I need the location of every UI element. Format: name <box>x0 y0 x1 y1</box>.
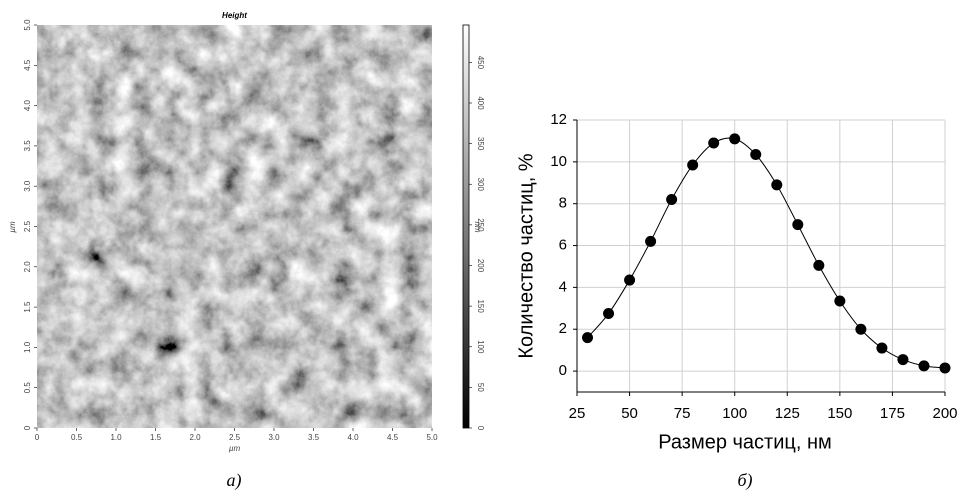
data-point <box>708 137 720 149</box>
data-point <box>939 362 951 374</box>
y-tick-label: 3.0 <box>23 180 32 192</box>
y-tick-label: 0.5 <box>23 382 32 394</box>
y-tick-label: 4.0 <box>23 99 32 111</box>
y-tick-label: 2.0 <box>23 261 32 273</box>
x-tick-label: 3.0 <box>268 433 280 442</box>
y-tick-label: 6 <box>559 237 567 254</box>
y-tick-label: 4 <box>559 278 567 295</box>
colorbar-tick-label: 450 <box>476 56 485 70</box>
x-tick-label: 1.5 <box>150 433 162 442</box>
x-tick-label: 0.5 <box>71 433 83 442</box>
x-tick-label: 150 <box>827 405 852 422</box>
data-point <box>687 159 699 171</box>
x-tick-label: 200 <box>932 405 957 422</box>
data-point <box>897 354 909 366</box>
data-point <box>855 323 867 335</box>
data-point <box>876 342 888 354</box>
y-tick-label: 4.5 <box>23 59 32 71</box>
afm-image <box>37 25 432 428</box>
data-point <box>918 360 930 372</box>
data-point <box>582 332 594 344</box>
x-tick-label: 25 <box>569 405 586 422</box>
x-axis-label: µm <box>229 444 241 453</box>
caption: б) <box>737 470 752 491</box>
colorbar-tick-label: 350 <box>476 137 485 151</box>
colorbar-tick-label: 150 <box>476 299 485 313</box>
y-tick-label: 10 <box>550 153 567 170</box>
y-tick-label: 2 <box>559 320 567 337</box>
curve <box>587 137 946 369</box>
x-tick-label: 175 <box>880 405 905 422</box>
colorbar-tick-label: 200 <box>476 259 485 273</box>
colorbar-tick-label: 300 <box>476 178 485 192</box>
x-tick-label: 0 <box>35 433 40 442</box>
data-point <box>729 133 741 145</box>
caption: а) <box>227 470 242 491</box>
colorbar-tick-label: 0 <box>476 426 485 431</box>
y-tick-label: 12 <box>550 111 567 128</box>
data-point <box>771 179 783 191</box>
y-tick-label: 8 <box>559 195 567 212</box>
x-tick-label: 4.5 <box>387 433 399 442</box>
data-point <box>624 274 636 286</box>
x-tick-label: 1.0 <box>110 433 122 442</box>
y-tick-label: 1.0 <box>23 341 32 353</box>
y-axis-label: µm <box>8 221 17 233</box>
data-point <box>792 219 804 231</box>
colorbar <box>462 24 470 429</box>
x-axis-label: Размер частиц, нм <box>658 431 832 453</box>
x-tick-label: 50 <box>621 405 638 422</box>
y-tick-label: 0 <box>559 362 567 379</box>
y-axis-label: Количество частиц, % <box>515 153 537 358</box>
x-tick-label: 4.0 <box>347 433 359 442</box>
colorbar-tick-label: 100 <box>476 340 485 354</box>
x-tick-label: 5.0 <box>426 433 438 442</box>
y-tick-label: 3.5 <box>23 140 32 152</box>
colorbar-tick-label: 400 <box>476 96 485 110</box>
data-point <box>813 259 825 271</box>
data-point <box>645 235 657 247</box>
y-tick-label: 5.0 <box>23 19 32 31</box>
data-point <box>750 149 762 161</box>
x-tick-label: 2.5 <box>229 433 241 442</box>
colorbar-label: nm <box>473 221 482 232</box>
x-tick-label: 3.5 <box>308 433 320 442</box>
chart-title: Height <box>222 11 247 20</box>
y-tick-label: 1.5 <box>23 301 32 313</box>
data-point <box>603 308 615 320</box>
x-tick-label: 100 <box>722 405 747 422</box>
data-point <box>666 194 678 206</box>
colorbar-tick-label: 250 <box>476 218 485 232</box>
y-tick-label: 2.5 <box>23 220 32 232</box>
colorbar-tick-label: 50 <box>476 383 485 392</box>
data-point <box>834 295 846 307</box>
x-tick-label: 2.0 <box>189 433 201 442</box>
x-tick-label: 75 <box>674 405 691 422</box>
x-tick-label: 125 <box>775 405 800 422</box>
y-tick-label: 0 <box>23 425 32 430</box>
